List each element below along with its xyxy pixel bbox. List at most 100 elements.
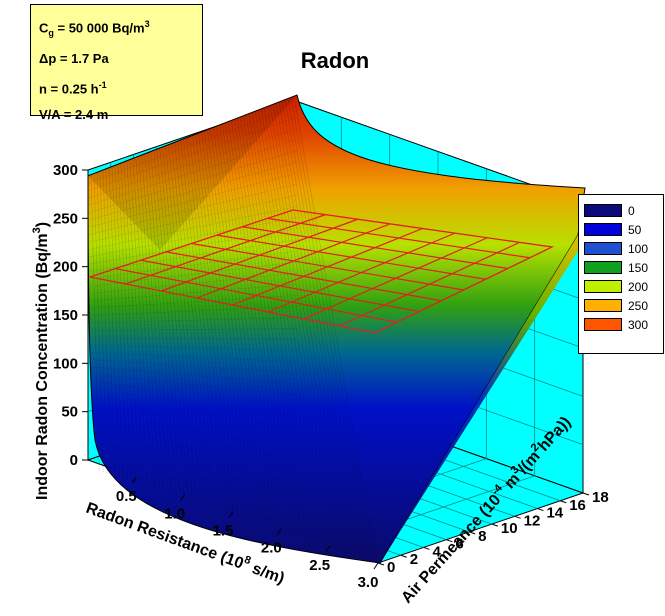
surface-mesh-line	[195, 134, 242, 518]
surface-mesh-line	[183, 138, 226, 513]
legend-item: 250	[584, 296, 658, 315]
surface-mesh-line	[92, 366, 299, 385]
surface-mesh-line	[94, 447, 300, 507]
surface-mesh-line	[93, 173, 104, 473]
surface-mesh-line	[99, 171, 112, 476]
surface-mesh-line	[284, 99, 364, 558]
reference-plane-line	[196, 223, 391, 299]
surface	[87, 94, 586, 564]
x-tick-label: 1.0	[164, 505, 185, 522]
y-tick-label: 6	[455, 536, 463, 553]
z-tick-label: 50	[61, 404, 78, 421]
surface-mesh-line	[162, 146, 198, 504]
surface-mesh-line	[263, 107, 336, 549]
param-dp: Δp = 1.7 Pa	[39, 50, 109, 66]
surface-mesh-line	[117, 164, 136, 484]
surface-mesh-line	[120, 163, 141, 485]
legend-swatch	[584, 280, 622, 293]
surface-mesh-line	[89, 217, 298, 257]
surface-mesh-line	[165, 145, 202, 505]
surface-mesh-line	[90, 174, 100, 472]
legend-item: 300	[584, 315, 658, 334]
surface-mesh-line	[94, 462, 300, 530]
surface-mesh-line	[91, 344, 299, 352]
legend-label: 250	[628, 298, 649, 313]
x-tick-mark	[276, 528, 282, 535]
surface-mesh-line	[240, 116, 303, 538]
reference-plane-outline	[87, 209, 555, 334]
x-tick-label: 0.5	[116, 488, 137, 505]
surface-mesh-line	[192, 135, 238, 517]
legend-item: 50	[584, 220, 658, 239]
surface-mesh-line	[111, 166, 128, 481]
y-tick-label: 10	[501, 520, 518, 537]
surface-mesh-line	[269, 105, 344, 552]
y-tick-label: 12	[524, 512, 541, 529]
surface-mesh-line	[254, 111, 324, 545]
surface-mesh-line	[89, 183, 298, 235]
legend-swatch	[584, 242, 622, 255]
surface-mesh-line	[102, 169, 116, 477]
legend-swatch	[584, 223, 622, 236]
legend-label: 0	[628, 203, 635, 218]
surface-mesh-line	[245, 114, 312, 541]
z-axis-label-post: )	[34, 222, 51, 227]
surface-mesh-line	[88, 105, 298, 184]
legend-label: 300	[628, 317, 649, 332]
surface-mesh-line	[198, 133, 246, 520]
legend-swatch	[584, 299, 622, 312]
z-tick-label: 100	[53, 355, 78, 372]
surface-mesh-line	[135, 157, 161, 492]
surface-mesh-line	[272, 104, 348, 553]
surface-mesh-line	[94, 432, 300, 485]
surface-mesh-line	[204, 130, 255, 522]
surface-mesh-line	[93, 403, 300, 441]
surface-mesh-line	[94, 440, 300, 496]
z-tick-label: 0	[70, 452, 78, 469]
surface-mesh-line	[201, 131, 250, 521]
surface-mesh-line	[150, 151, 181, 498]
surface-mesh-line	[93, 388, 300, 418]
surface-mesh-line	[93, 396, 300, 430]
surface-mesh-line	[92, 381, 300, 407]
reference-plane-line	[267, 232, 456, 313]
surface-mesh-line	[260, 108, 332, 548]
surface-mesh-line	[177, 141, 218, 510]
surface-mesh-line	[93, 425, 300, 474]
y-tick-mark	[468, 531, 476, 535]
x-tick-mark	[325, 545, 331, 553]
surface-mesh-line	[89, 206, 298, 250]
surface-mesh-line	[237, 118, 299, 537]
y-tick-label: 8	[478, 528, 486, 545]
surface-mesh-line	[89, 194, 298, 243]
surface-mesh-line	[228, 121, 287, 533]
surface-sheet	[87, 94, 586, 564]
x-tick-mark	[373, 562, 379, 570]
surface-mesh-line	[275, 103, 352, 554]
surface-mesh-line	[92, 359, 299, 374]
y-tick-label: 4	[433, 543, 442, 560]
legend-item: 0	[584, 201, 658, 220]
surface-mesh-line	[168, 144, 206, 506]
z-axis-label: Indoor Radon Concentration (Bq/m3)	[31, 222, 51, 500]
z-tick-label: 200	[53, 259, 78, 276]
surface-mesh-line	[91, 317, 299, 324]
surface-mesh-line	[123, 161, 145, 486]
surface-mesh-line	[210, 128, 263, 525]
surface-mesh-line	[147, 152, 177, 497]
z-axis-label-pre: Indoor Radon Concentration (Bq/m	[34, 233, 51, 500]
reference-plane-line	[303, 237, 488, 320]
surface-mesh-line	[138, 156, 165, 493]
surface-mesh-line	[88, 128, 298, 199]
surface-mesh-line	[129, 159, 153, 489]
y-tick-label: 0	[387, 559, 395, 576]
x-tick-label: 1.5	[213, 523, 234, 540]
y-tick-mark	[377, 562, 385, 566]
y-tick-mark	[582, 492, 590, 496]
surface-mesh-line	[114, 165, 132, 483]
surface-side	[380, 235, 585, 563]
y-tick-mark	[491, 523, 499, 527]
surface-mesh-line	[141, 154, 169, 494]
surface-mesh-line	[251, 112, 320, 544]
